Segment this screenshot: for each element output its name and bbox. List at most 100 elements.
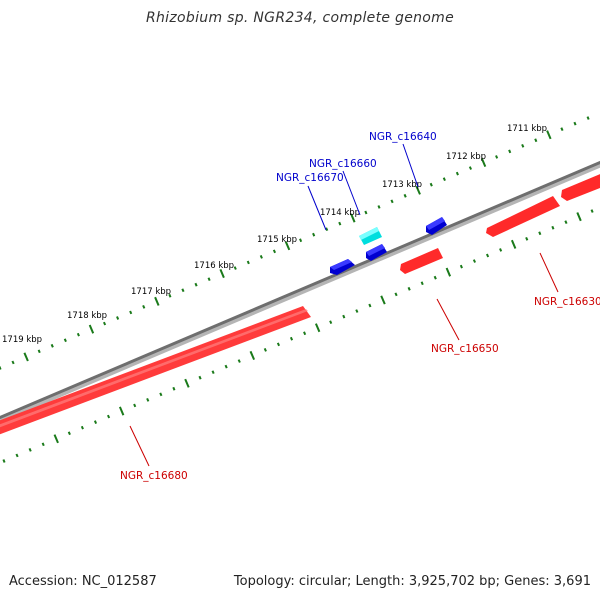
scale-tick-minor (560, 127, 564, 132)
scale-tick-minor (133, 403, 137, 408)
scale-tick-minor (420, 281, 424, 286)
scale-tick-minor (590, 209, 594, 213)
scale-tick-minor (146, 398, 150, 402)
scale-tick-major (88, 324, 95, 334)
scale-tick-minor (106, 414, 111, 419)
scale-tick-minor (102, 321, 107, 326)
scale-tick-minor (233, 266, 237, 270)
scale-tick-minor (442, 177, 446, 182)
scale-tick-major (53, 434, 59, 444)
scale-tick-minor (168, 293, 172, 298)
label-leaders (129, 143, 559, 467)
scale-tick-minor (364, 210, 368, 215)
scale-tick-minor (368, 303, 372, 308)
scale-tick-minor (390, 199, 394, 204)
scale-tick-minor (37, 349, 41, 354)
scale-tick-minor (394, 292, 398, 297)
scale-tick-minor (299, 238, 303, 243)
scale-tick-minor (41, 442, 45, 447)
scale-tick-minor (276, 342, 281, 347)
scale-tick-minor (472, 259, 477, 263)
scale-tick-minor (499, 248, 503, 252)
scale-tick-minor (325, 227, 329, 231)
scale-tick-minor (172, 386, 176, 391)
scale-tick-minor (355, 309, 359, 313)
scale-tick-minor (116, 316, 120, 320)
scale-tick-minor (194, 282, 198, 287)
scale-tick-minor (159, 392, 163, 397)
scale-tick-major (284, 241, 291, 251)
scale-tick-minor (329, 320, 333, 324)
scale-tick-minor (80, 425, 84, 430)
scale-tick-major (154, 296, 160, 306)
scale-tick-minor (586, 116, 590, 120)
scale-tick-minor (224, 364, 228, 369)
scale-tick-major (546, 130, 552, 140)
scale-tick-major (380, 295, 386, 305)
scale-tick-minor (573, 121, 577, 126)
gene-NGR_c16680[interactable] (0, 306, 311, 438)
scale-tick-minor (455, 171, 459, 176)
scale-tick-minor (263, 348, 267, 352)
scale-labels: 1711 kbp 1712 kbp 1713 kbp 1714 kbp 1715 kbp… (2, 124, 547, 345)
gene-label-NGR_c16630: NGR_c16630 (534, 296, 600, 308)
scale-label: 1713 kbp (382, 180, 422, 190)
scale-tick-minor (11, 360, 15, 365)
gene-NGR_c16660[interactable] (359, 227, 382, 245)
scale-tick-minor (50, 343, 54, 348)
scale-tick-minor (564, 220, 568, 225)
scale-tick-minor (521, 143, 525, 148)
scale-tick-major (480, 158, 487, 167)
gene-NGR_c16670[interactable] (330, 259, 355, 275)
gene-label-NGR_c16640: NGR_c16640 (369, 131, 437, 143)
map-title: Rhizobium sp. NGR234, complete genome (145, 10, 455, 26)
scale-label: 1718 kbp (67, 311, 107, 321)
scale-tick-minor (377, 205, 381, 209)
gene-NGR_c16630[interactable] (486, 172, 600, 237)
scale-tick-major (510, 239, 517, 249)
scale-tick-minor (76, 332, 80, 337)
scale-tick-minor (303, 331, 307, 336)
scale-tick-minor (181, 288, 185, 293)
scale-tick-minor (468, 166, 473, 170)
scale-tick-minor (211, 370, 215, 374)
scale-tick-minor (538, 231, 542, 236)
scale-tick-minor (551, 225, 555, 230)
scale-tick-minor (198, 375, 202, 380)
scale-label: 1711 kbp (507, 124, 547, 134)
scale-tick-major (219, 269, 225, 279)
scale-label: 1719 kbp (2, 335, 42, 345)
scale-label: 1715 kbp (257, 235, 297, 245)
gene-NGR_c16660-b[interactable] (366, 244, 387, 261)
scale-tick-major (415, 185, 421, 195)
gene-label-NGR_c16680: NGR_c16680 (120, 470, 188, 482)
scale-tick-minor (67, 431, 71, 436)
scale-tick-minor (508, 149, 512, 154)
scale-tick-minor (459, 264, 463, 269)
scale-label: 1712 kbp (446, 152, 486, 162)
scale-tick-minor (403, 193, 407, 198)
scale-tick-minor (129, 310, 133, 315)
scale-tick-major (23, 352, 29, 362)
scale-track-inner (2, 209, 594, 463)
gene-label-NGR_c16660: NGR_c16660 (309, 158, 377, 170)
gene-NGR_c16640[interactable] (426, 217, 447, 235)
scale-tick-minor (15, 453, 19, 458)
genome-summary-text: Topology: circular; Length: 3,925,702 bp… (233, 574, 591, 589)
accession-text: Accession: NC_012587 (9, 574, 157, 589)
scale-tick-minor (429, 182, 433, 187)
scale-tick-minor (207, 277, 211, 281)
scale-tick-minor (534, 138, 538, 143)
gene-label-NGR_c16670: NGR_c16670 (276, 172, 344, 184)
gene-label-NGR_c16650: NGR_c16650 (431, 343, 499, 355)
scale-tick-minor (433, 275, 437, 280)
scale-tick-minor (28, 448, 32, 452)
scale-tick-major (350, 213, 356, 223)
scale-tick-minor (2, 459, 6, 463)
gene-NGR_c16650[interactable] (400, 248, 443, 274)
scale-tick-major (314, 323, 321, 333)
scale-tick-minor (485, 253, 490, 258)
genome-backbone (0, 160, 600, 423)
scale-label: 1716 kbp (194, 261, 234, 271)
